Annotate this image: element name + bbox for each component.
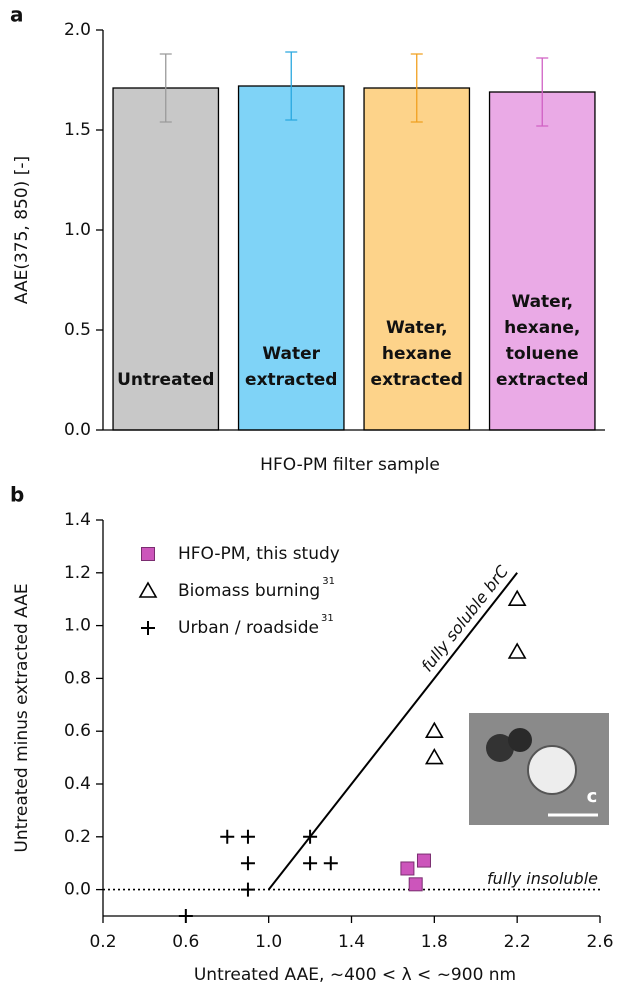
y-tick-label: 0.0 [64,420,91,440]
panel-letter: a [10,3,24,27]
x-tick-label: 0.6 [172,932,199,952]
point [303,856,318,871]
bar-label: toluene [506,344,579,364]
point [507,642,527,659]
point [323,856,338,871]
error-bar [536,57,549,127]
point [303,829,318,844]
error-bar [410,53,423,123]
bar-label: hexane, [504,318,580,338]
y-tick-label: 1.0 [64,220,91,240]
x-axis-label: Untreated AAE, ~400 < λ < ~900 nm [194,965,516,985]
error-bar [159,53,172,123]
point [240,829,255,844]
point [424,721,444,738]
point [408,877,423,892]
x-tick-label: 0.2 [89,932,116,952]
legend-superscript: 31 [322,576,335,587]
y-tick-label: 2.0 [64,20,91,40]
inset-label: c [587,786,598,807]
inset-particle [527,745,577,795]
error-bar [285,51,298,121]
y-tick-label: 0.4 [64,774,91,794]
bar-label: extracted [371,370,463,390]
point [424,747,444,765]
point [178,909,193,923]
bar-label: hexane [382,344,452,364]
inset-particle [486,734,514,762]
bar [488,91,596,431]
legend-marker [141,547,155,561]
y-axis-label: AAE(375, 850) [-] [12,156,32,304]
reference-label: fully insoluble [487,869,598,888]
x-tick-label: 2.2 [504,932,531,952]
bar-label: extracted [245,370,337,390]
x-tick-label: 1.8 [421,932,448,952]
bar-label: Water, [511,292,573,312]
y-tick-label: 0.8 [64,668,91,688]
x-tick-label: 2.6 [586,932,613,952]
legend-label: Biomass burning [178,581,320,601]
x-tick-label: 1.0 [255,932,282,952]
y-tick-label: 1.4 [64,510,91,530]
point [400,861,415,876]
y-tick-label: 1.2 [64,563,91,583]
y-tick-label: 1.0 [64,616,91,636]
legend-marker [141,621,155,635]
point [240,882,255,897]
y-axis-label: Untreated minus extracted AAE [12,583,32,852]
point [416,853,431,868]
bar-label: Water [262,344,320,364]
x-axis-label: HFO-PM filter sample [260,455,440,475]
point [220,829,235,844]
y-tick-label: 0.5 [64,320,91,340]
bar-label: Water, [386,318,448,338]
bar-label: extracted [496,370,588,390]
y-tick-label: 0.6 [64,721,91,741]
x-tick-label: 1.4 [338,932,365,952]
legend-label: Urban / roadside [178,618,319,638]
y-tick-label: 1.5 [64,120,91,140]
bar-label: Untreated [117,370,214,390]
legend-superscript: 31 [321,613,334,624]
point [240,856,255,871]
y-tick-label: 0.2 [64,827,91,847]
reference-label: fully soluble brC [417,561,512,675]
y-tick-label: 0.0 [64,880,91,900]
legend-label: HFO-PM, this study [178,544,340,564]
panel-letter: b [10,483,24,507]
inset-particle [508,728,532,752]
legend-marker [138,581,158,598]
point [507,589,527,606]
